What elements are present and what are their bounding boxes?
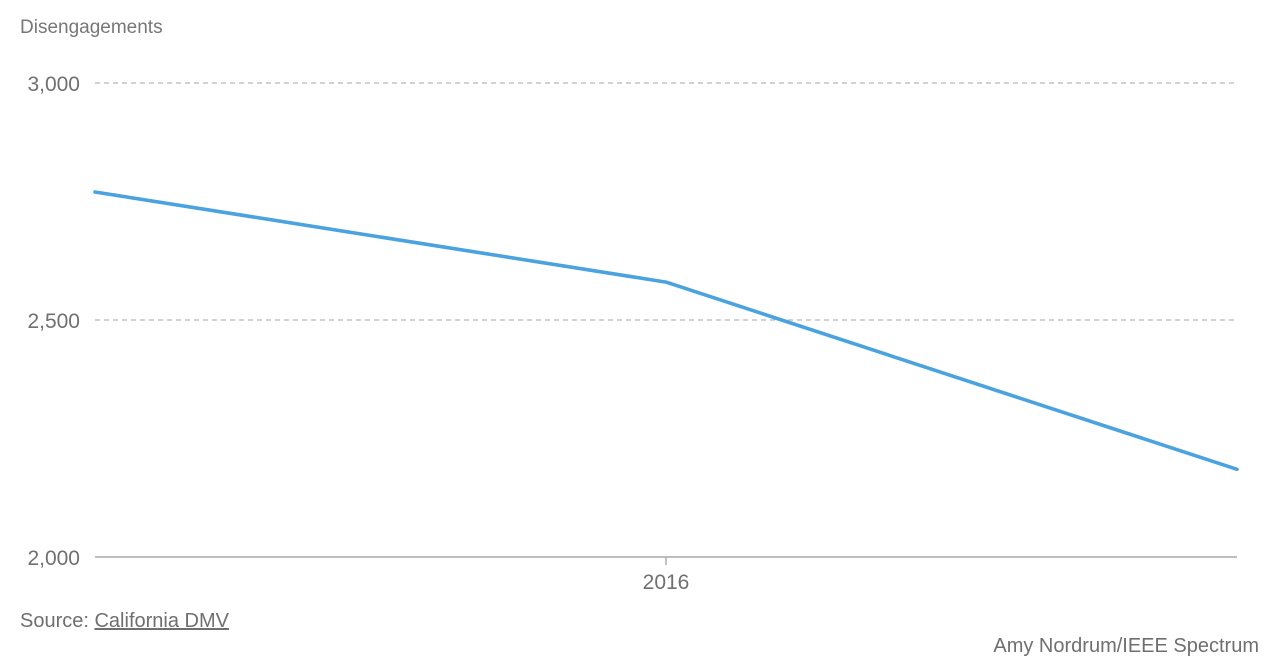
y-tick-label: 3,000 [27,73,80,96]
y-axis-label: Disengagements [20,17,163,38]
source-prefix: Source: [20,610,95,632]
source-link-california-dmv[interactable]: California DMV [94,610,229,632]
series [93,190,1239,472]
series-line [93,190,1239,472]
x-tick-label: 2016 [643,571,690,594]
axes [95,556,1237,565]
gridlines [95,82,1237,321]
y-tick-label: 2,000 [27,547,80,570]
source-note: Source: California DMV [20,610,229,633]
y-tick-label: 2,500 [27,310,80,333]
credit-line: Amy Nordrum/IEEE Spectrum [993,635,1259,657]
tick-labels: 2,000 2,500 3,000 2016 [27,73,689,594]
